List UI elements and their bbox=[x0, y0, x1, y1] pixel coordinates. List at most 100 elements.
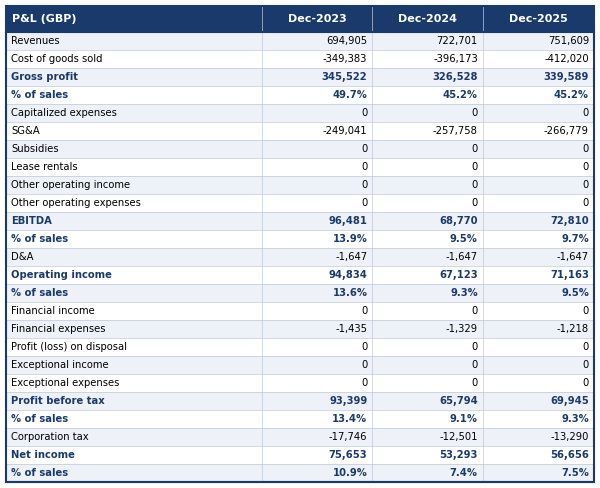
Bar bbox=[6, 410, 594, 428]
Text: 75,653: 75,653 bbox=[329, 450, 367, 460]
Text: -1,647: -1,647 bbox=[557, 252, 589, 262]
Text: -12,501: -12,501 bbox=[439, 432, 478, 442]
Text: Net income: Net income bbox=[11, 450, 75, 460]
Text: 345,522: 345,522 bbox=[322, 72, 367, 82]
Text: 67,123: 67,123 bbox=[439, 270, 478, 280]
Bar bbox=[6, 194, 594, 212]
Text: 0: 0 bbox=[583, 108, 589, 118]
Text: 93,399: 93,399 bbox=[329, 396, 367, 406]
Text: 339,589: 339,589 bbox=[544, 72, 589, 82]
Text: -1,435: -1,435 bbox=[335, 324, 367, 334]
Text: 0: 0 bbox=[583, 162, 589, 172]
Text: 71,163: 71,163 bbox=[550, 270, 589, 280]
Text: 0: 0 bbox=[361, 198, 367, 208]
Bar bbox=[6, 6, 594, 32]
Text: -396,173: -396,173 bbox=[433, 54, 478, 64]
Text: -1,329: -1,329 bbox=[446, 324, 478, 334]
Text: 0: 0 bbox=[361, 180, 367, 190]
Bar bbox=[6, 284, 594, 302]
Text: 0: 0 bbox=[361, 108, 367, 118]
Text: 9.3%: 9.3% bbox=[450, 288, 478, 298]
Text: 0: 0 bbox=[361, 306, 367, 316]
Text: Profit before tax: Profit before tax bbox=[11, 396, 105, 406]
Text: Financial expenses: Financial expenses bbox=[11, 324, 106, 334]
Text: 0: 0 bbox=[583, 342, 589, 352]
Text: -17,746: -17,746 bbox=[329, 432, 367, 442]
Text: 0: 0 bbox=[583, 180, 589, 190]
Text: -1,218: -1,218 bbox=[557, 324, 589, 334]
Bar bbox=[6, 176, 594, 194]
Text: 68,770: 68,770 bbox=[439, 216, 478, 226]
Text: Gross profit: Gross profit bbox=[11, 72, 78, 82]
Text: 45.2%: 45.2% bbox=[443, 90, 478, 100]
Text: Dec-2024: Dec-2024 bbox=[398, 14, 457, 24]
Text: SG&A: SG&A bbox=[11, 126, 40, 136]
Text: 7.4%: 7.4% bbox=[450, 468, 478, 478]
Text: Other operating expenses: Other operating expenses bbox=[11, 198, 141, 208]
Text: % of sales: % of sales bbox=[11, 414, 68, 424]
Text: Exceptional income: Exceptional income bbox=[11, 360, 109, 370]
Text: P&L (GBP): P&L (GBP) bbox=[12, 14, 77, 24]
Text: 96,481: 96,481 bbox=[328, 216, 367, 226]
Bar bbox=[6, 356, 594, 374]
Text: Operating income: Operating income bbox=[11, 270, 112, 280]
Text: % of sales: % of sales bbox=[11, 288, 68, 298]
Bar bbox=[6, 302, 594, 320]
Text: Capitalized expenses: Capitalized expenses bbox=[11, 108, 117, 118]
Text: 0: 0 bbox=[472, 180, 478, 190]
Text: 72,810: 72,810 bbox=[550, 216, 589, 226]
Text: 694,905: 694,905 bbox=[326, 36, 367, 46]
Text: % of sales: % of sales bbox=[11, 90, 68, 100]
Bar bbox=[6, 32, 594, 50]
Text: Subsidies: Subsidies bbox=[11, 144, 59, 154]
Text: -13,290: -13,290 bbox=[551, 432, 589, 442]
Text: -266,779: -266,779 bbox=[544, 126, 589, 136]
Text: % of sales: % of sales bbox=[11, 234, 68, 244]
Text: Corporation tax: Corporation tax bbox=[11, 432, 89, 442]
Text: 0: 0 bbox=[472, 198, 478, 208]
Text: 9.1%: 9.1% bbox=[450, 414, 478, 424]
Text: 722,701: 722,701 bbox=[437, 36, 478, 46]
Text: 0: 0 bbox=[472, 378, 478, 388]
Text: 0: 0 bbox=[472, 162, 478, 172]
Text: 13.4%: 13.4% bbox=[332, 414, 367, 424]
Text: 0: 0 bbox=[583, 378, 589, 388]
Text: 0: 0 bbox=[472, 306, 478, 316]
Text: 0: 0 bbox=[361, 162, 367, 172]
Text: Lease rentals: Lease rentals bbox=[11, 162, 77, 172]
Text: Revenues: Revenues bbox=[11, 36, 59, 46]
Bar bbox=[6, 248, 594, 266]
Bar bbox=[6, 464, 594, 482]
Text: 13.6%: 13.6% bbox=[332, 288, 367, 298]
Text: 0: 0 bbox=[361, 144, 367, 154]
Text: D&A: D&A bbox=[11, 252, 34, 262]
Text: Exceptional expenses: Exceptional expenses bbox=[11, 378, 119, 388]
Text: 0: 0 bbox=[361, 360, 367, 370]
Text: -412,020: -412,020 bbox=[544, 54, 589, 64]
Text: 0: 0 bbox=[472, 342, 478, 352]
Bar bbox=[6, 86, 594, 104]
Text: 0: 0 bbox=[472, 360, 478, 370]
Text: 0: 0 bbox=[361, 342, 367, 352]
Text: 326,528: 326,528 bbox=[433, 72, 478, 82]
Text: 49.7%: 49.7% bbox=[332, 90, 367, 100]
Bar bbox=[6, 158, 594, 176]
Bar bbox=[6, 320, 594, 338]
Text: -1,647: -1,647 bbox=[446, 252, 478, 262]
Text: 53,293: 53,293 bbox=[439, 450, 478, 460]
Text: Dec-2025: Dec-2025 bbox=[509, 14, 568, 24]
Text: Dec-2023: Dec-2023 bbox=[287, 14, 346, 24]
Text: -257,758: -257,758 bbox=[433, 126, 478, 136]
Text: % of sales: % of sales bbox=[11, 468, 68, 478]
Text: 9.7%: 9.7% bbox=[561, 234, 589, 244]
Text: 751,609: 751,609 bbox=[548, 36, 589, 46]
Text: 9.5%: 9.5% bbox=[450, 234, 478, 244]
Bar bbox=[6, 104, 594, 122]
Text: Cost of goods sold: Cost of goods sold bbox=[11, 54, 103, 64]
Text: -1,647: -1,647 bbox=[335, 252, 367, 262]
Text: 9.5%: 9.5% bbox=[561, 288, 589, 298]
Text: 10.9%: 10.9% bbox=[332, 468, 367, 478]
Text: -349,383: -349,383 bbox=[323, 54, 367, 64]
Text: 56,656: 56,656 bbox=[550, 450, 589, 460]
Text: -249,041: -249,041 bbox=[323, 126, 367, 136]
